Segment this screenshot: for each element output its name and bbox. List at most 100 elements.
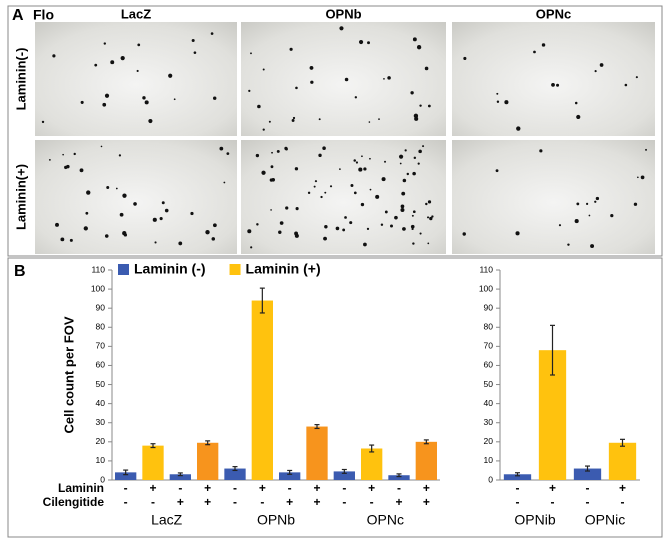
- cell-dot: [322, 146, 326, 150]
- cell-dot: [412, 171, 416, 176]
- cell-dot: [85, 211, 89, 215]
- micrograph-grid: LacZ OPNb OPNc Laminin(-) Laminin(+): [13, 6, 655, 254]
- cell-dot: [363, 242, 367, 247]
- cell-dot: [60, 237, 65, 242]
- sign: +: [423, 481, 430, 495]
- cell-dot: [247, 229, 252, 234]
- cell-dot: [137, 43, 141, 47]
- error-bar: [341, 468, 347, 474]
- bar: [608, 442, 637, 480]
- cell-dot: [586, 202, 589, 205]
- cell-dot: [355, 161, 359, 164]
- y-tick-label: 50: [484, 379, 494, 389]
- y-tick-label: 60: [484, 360, 494, 370]
- panel-label: A: [12, 7, 24, 24]
- cell-dot: [223, 181, 226, 184]
- sign: +: [204, 495, 211, 509]
- group-label: OPNic: [585, 512, 625, 528]
- error-bar: [550, 324, 555, 376]
- sign: +: [395, 495, 402, 509]
- cell-dot: [533, 50, 536, 54]
- y-tick-label: 30: [484, 417, 494, 427]
- error-bar: [123, 469, 129, 476]
- cell-dot: [381, 177, 386, 182]
- cell-dot: [419, 104, 422, 107]
- cell-dot: [133, 202, 137, 206]
- sign: +: [549, 481, 556, 495]
- cell-dot: [110, 60, 115, 65]
- cell-dot: [576, 202, 580, 206]
- cell-dot: [278, 230, 282, 234]
- cell-dot: [318, 118, 321, 121]
- sign: -: [516, 495, 520, 509]
- cell-dot: [256, 223, 259, 226]
- cell-dot: [412, 210, 416, 214]
- sign: +: [204, 481, 211, 495]
- cell-dot: [588, 214, 591, 217]
- cell-dot: [383, 77, 385, 80]
- error-bar: [396, 473, 402, 478]
- cell-dot: [73, 152, 76, 156]
- bar: [415, 441, 437, 480]
- cell-dot: [323, 236, 327, 241]
- cell-dot: [410, 224, 415, 229]
- y-tick-label: 90: [484, 302, 494, 312]
- cell-dot: [119, 212, 124, 217]
- cell-dot: [106, 186, 110, 190]
- cell-dot: [318, 153, 322, 158]
- cell-dot: [431, 215, 434, 218]
- cell-dot: [369, 188, 372, 191]
- cell-dot: [94, 63, 98, 67]
- y-tick-label: 60: [96, 360, 106, 370]
- cell-dot: [324, 191, 327, 194]
- cell-dot: [367, 41, 370, 45]
- cell-dot: [384, 210, 388, 214]
- cell-dot: [122, 193, 127, 198]
- bar: [142, 445, 164, 480]
- cell-dot: [120, 55, 125, 61]
- cell-dot: [404, 149, 407, 152]
- cell-dot: [276, 149, 280, 153]
- error-bar: [150, 443, 156, 449]
- sign: +: [313, 495, 320, 509]
- cell-dot: [329, 185, 333, 188]
- cell-dot: [496, 92, 499, 95]
- cell-dot: [104, 234, 109, 238]
- cell-dot: [462, 232, 466, 236]
- cell-dot: [250, 246, 253, 249]
- cell-dot: [55, 222, 59, 227]
- row-label: Laminin(+): [13, 164, 28, 230]
- cell-dot: [427, 200, 432, 204]
- cell-dot: [419, 232, 422, 235]
- y-tick-label: 30: [96, 417, 106, 427]
- sign: -: [586, 495, 590, 509]
- cell-dot: [413, 156, 417, 160]
- sign: +: [368, 481, 375, 495]
- group-label: OPNib: [514, 512, 555, 528]
- cell-dot: [378, 118, 380, 120]
- cell-dot: [159, 217, 163, 221]
- cell-dot: [354, 96, 358, 99]
- y-tick-label: 80: [96, 322, 106, 332]
- sign: -: [397, 481, 401, 495]
- cell-dot: [279, 221, 284, 225]
- bar: [279, 472, 301, 480]
- cell-dot: [284, 146, 288, 150]
- legend-label: Laminin (+): [246, 261, 321, 277]
- error-bar: [515, 472, 520, 477]
- cell-dot: [80, 100, 84, 104]
- sign: +: [149, 481, 156, 495]
- cell-dot: [413, 113, 419, 119]
- panel-label: B: [14, 263, 26, 280]
- y-tick-label: 40: [484, 398, 494, 408]
- micrograph: [452, 140, 655, 254]
- sign: -: [516, 481, 520, 495]
- bar: [306, 426, 328, 480]
- bar: [224, 468, 246, 480]
- cell-dot: [516, 126, 521, 131]
- cell-dot: [394, 215, 398, 220]
- cell-dot: [142, 96, 146, 100]
- error-bar: [369, 444, 375, 453]
